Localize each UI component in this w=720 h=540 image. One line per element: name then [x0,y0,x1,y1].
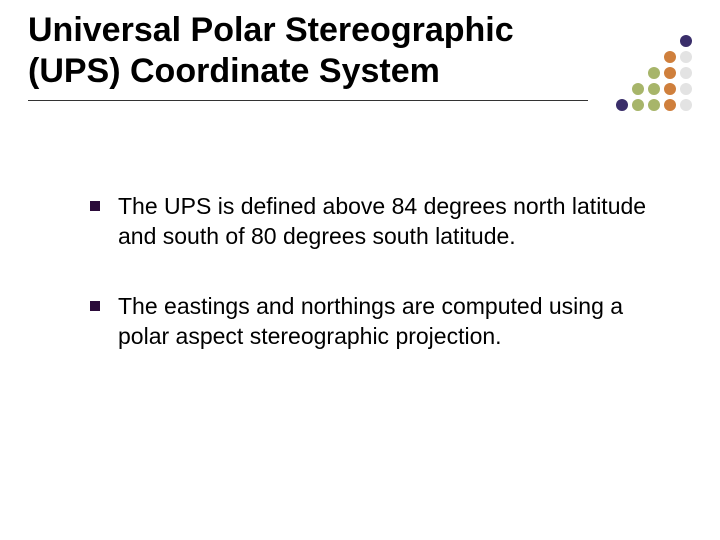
corner-decoration [604,35,692,123]
decoration-row [604,51,692,63]
list-item: The eastings and northings are computed … [90,292,650,352]
decoration-dot-icon [680,35,692,47]
decoration-dot-icon [664,51,676,63]
slide-title: Universal Polar Stereographic (UPS) Coor… [28,10,588,92]
list-item: The UPS is defined above 84 degrees nort… [90,192,650,252]
decoration-row [604,35,692,47]
decoration-dot-icon [632,99,644,111]
decoration-dot-icon [616,99,628,111]
title-line-2: (UPS) Coordinate System [28,51,588,92]
decoration-dot-icon [632,83,644,95]
decoration-dot-icon [680,67,692,79]
decoration-dot-icon [664,83,676,95]
slide: Universal Polar Stereographic (UPS) Coor… [0,0,720,540]
decoration-dot-icon [680,99,692,111]
decoration-dot-icon [664,67,676,79]
decoration-row [604,99,692,111]
bullet-square-icon [90,301,100,311]
decoration-dot-icon [648,83,660,95]
decoration-dot-icon [664,99,676,111]
title-underline [28,100,588,101]
decoration-row [604,67,692,79]
decoration-dot-icon [680,83,692,95]
bullet-text: The UPS is defined above 84 degrees nort… [118,192,650,252]
decoration-row [604,83,692,95]
bullet-list: The UPS is defined above 84 degrees nort… [90,192,650,392]
bullet-text: The eastings and northings are computed … [118,292,650,352]
decoration-dot-icon [648,99,660,111]
bullet-square-icon [90,201,100,211]
decoration-dot-icon [680,51,692,63]
decoration-dot-icon [648,67,660,79]
title-line-1: Universal Polar Stereographic [28,10,588,51]
